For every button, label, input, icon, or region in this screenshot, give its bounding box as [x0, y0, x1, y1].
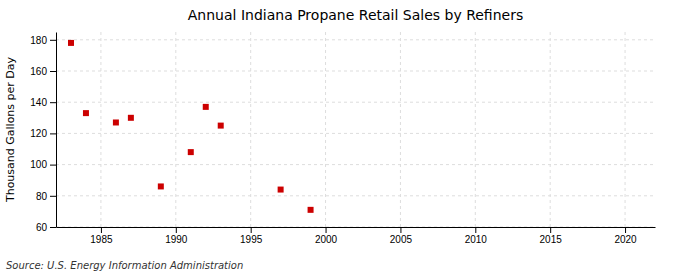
grid-line-y	[56, 164, 655, 165]
grid-line-x	[550, 32, 551, 227]
source: Source: U.S. Energy Information Administ…	[6, 260, 243, 271]
x-tick-mark	[176, 227, 177, 233]
grid-line-y	[56, 227, 655, 228]
x-axis-line	[57, 227, 656, 228]
x-tick-label: 2000	[315, 234, 338, 245]
grid-line-x	[175, 32, 176, 227]
y-tick-mark	[50, 71, 56, 72]
point	[68, 40, 74, 46]
grid	[56, 32, 655, 227]
x-tick: 2005	[390, 227, 413, 245]
y-tick: 60	[36, 222, 56, 233]
plot: 1985 1990 1995 2000 2005 2010 2015 2020 60 80 100 1…	[30, 32, 655, 245]
point	[83, 110, 89, 116]
y-tick-label: 100	[30, 159, 47, 170]
x-tick-label: 1985	[90, 234, 113, 245]
point	[113, 119, 119, 125]
grid-line-x	[475, 32, 476, 227]
grid-line-y	[56, 195, 655, 196]
grid-line-y	[56, 39, 655, 40]
y-tick-label: 80	[36, 191, 48, 202]
points	[68, 40, 314, 213]
x-tick: 2010	[465, 227, 488, 245]
x-tick-label: 1995	[240, 234, 263, 245]
title: Annual Indiana Propane Retail Sales by R…	[188, 7, 523, 23]
y-tick-label: 160	[30, 66, 47, 77]
y-tick: 100	[30, 159, 56, 170]
x-axis: 1985 1990 1995 2000 2005 2010 2015 2020	[57, 227, 656, 245]
x-tick-mark	[475, 227, 476, 233]
grid-line-x	[400, 32, 401, 227]
chart: 1985 1990 1995 2000 2005 2010 2015 2020 60 80 100 1…	[0, 0, 675, 275]
x-tick: 1990	[165, 227, 188, 245]
y-tick: 180	[30, 35, 56, 46]
y-tick-label: 60	[36, 222, 48, 233]
x-tick: 2015	[540, 227, 563, 245]
y-tick-label: 180	[30, 35, 47, 46]
y-tick-mark	[50, 133, 56, 134]
y-tick: 140	[30, 97, 56, 108]
y-tick-mark	[50, 102, 56, 103]
x-tick-mark	[251, 227, 252, 233]
x-tick-label: 2020	[614, 234, 637, 245]
y-tick-mark	[50, 196, 56, 197]
point	[128, 115, 134, 121]
y-tick-label: 120	[30, 128, 47, 139]
x-tick: 1995	[240, 227, 263, 245]
y-tick: 160	[30, 66, 56, 77]
x-tick-mark	[400, 227, 401, 233]
grid-line-x	[250, 32, 251, 227]
x-tick: 2000	[315, 227, 338, 245]
grid-line-y	[56, 102, 655, 103]
x-tick-label: 2015	[540, 234, 563, 245]
grid-line-x	[625, 32, 626, 227]
grid-line-x	[325, 32, 326, 227]
y-tick-mark	[50, 165, 56, 166]
y-tick: 120	[30, 128, 56, 139]
x-tick-mark	[550, 227, 551, 233]
point	[278, 187, 284, 193]
x-tick-label: 1990	[165, 234, 188, 245]
point	[218, 123, 224, 129]
y-axis-line	[56, 33, 57, 228]
point	[188, 149, 194, 155]
grid-line-x	[100, 32, 101, 227]
point	[308, 207, 314, 213]
y-tick-mark	[50, 40, 56, 41]
y-tick-mark	[50, 227, 56, 228]
y-tick: 80	[36, 191, 56, 202]
x-tick: 1985	[90, 227, 113, 245]
x-tick-mark	[625, 227, 626, 233]
grid-line-y	[56, 71, 655, 72]
x-tick-label: 2005	[390, 234, 413, 245]
y-axis: 60 80 100 120 140 160 180	[30, 33, 56, 233]
y-axis-label: Thousand Gallons per Day	[4, 56, 17, 203]
point	[203, 104, 209, 110]
point	[158, 183, 164, 189]
x-tick-mark	[101, 227, 102, 233]
grid-line-y	[56, 133, 655, 134]
x-tick-mark	[326, 227, 327, 233]
x-tick: 2020	[614, 227, 637, 245]
x-tick-label: 2010	[465, 234, 488, 245]
y-tick-label: 140	[30, 97, 47, 108]
